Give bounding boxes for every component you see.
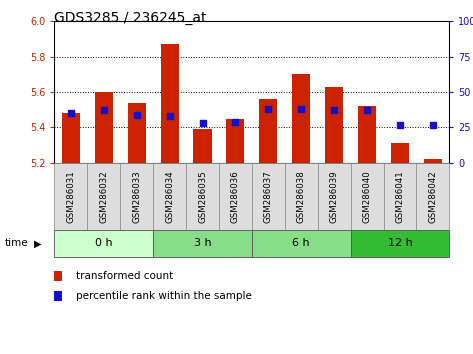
Text: GSM286042: GSM286042 (429, 170, 438, 223)
Bar (292, 74, 310, 163)
Text: GSM286034: GSM286034 (165, 170, 174, 223)
Point (363, 108, 371, 113)
Point (166, 113, 174, 119)
Bar (358, 106, 376, 163)
Text: GSM286038: GSM286038 (297, 170, 306, 223)
Point (232, 119, 239, 125)
Text: GSM286037: GSM286037 (264, 170, 273, 223)
Text: transformed count: transformed count (76, 271, 173, 281)
Point (199, 120, 206, 126)
Bar (193, 129, 211, 163)
Point (264, 106, 272, 112)
Text: GSM286040: GSM286040 (363, 170, 372, 223)
Text: percentile rank within the sample: percentile rank within the sample (76, 291, 252, 301)
Bar (128, 103, 146, 163)
Text: GDS3285 / 236245_at: GDS3285 / 236245_at (54, 11, 207, 25)
Text: GSM286041: GSM286041 (395, 170, 404, 223)
Text: GSM286035: GSM286035 (198, 170, 207, 223)
Bar (95, 92, 113, 163)
Point (330, 108, 338, 113)
Point (100, 108, 107, 113)
Bar (259, 99, 277, 163)
Bar (325, 87, 343, 163)
Text: 0 h: 0 h (95, 238, 113, 249)
Point (67, 110, 75, 116)
Bar (160, 44, 179, 163)
Point (396, 122, 404, 127)
Bar (62, 113, 80, 163)
Text: GSM286031: GSM286031 (66, 170, 75, 223)
Text: 6 h: 6 h (292, 238, 310, 249)
Text: GSM286036: GSM286036 (231, 170, 240, 223)
Text: GSM286033: GSM286033 (132, 170, 141, 223)
Text: 3 h: 3 h (193, 238, 211, 249)
Point (429, 122, 437, 127)
Bar (227, 119, 245, 163)
Text: GSM286039: GSM286039 (330, 170, 339, 223)
Text: time: time (5, 238, 28, 249)
Bar (424, 159, 442, 163)
Point (133, 112, 140, 118)
Point (298, 106, 305, 112)
Text: GSM286032: GSM286032 (99, 170, 108, 223)
Bar (391, 143, 409, 163)
Text: ▶: ▶ (34, 238, 42, 249)
Text: 12 h: 12 h (387, 238, 412, 249)
